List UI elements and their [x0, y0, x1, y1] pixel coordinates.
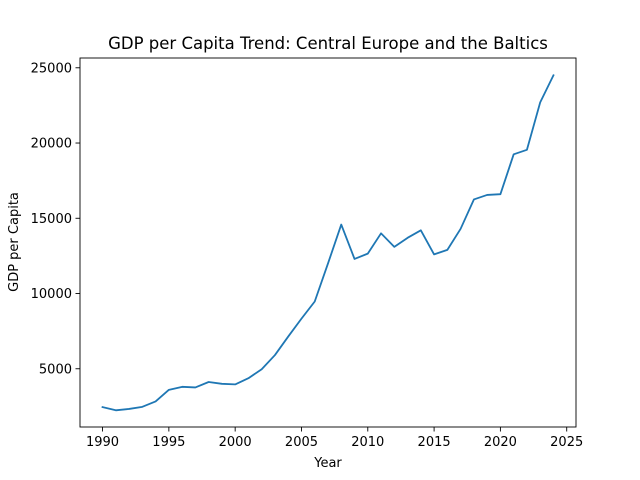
y-tick-label: 25000: [31, 61, 72, 76]
plot-frame: [79, 57, 577, 428]
x-tick-label: 1995: [152, 435, 185, 450]
x-tick-label: 2005: [285, 435, 318, 450]
y-tick-label: 5000: [39, 362, 72, 377]
series-line-0: [101, 74, 555, 412]
x-tick-label: 2020: [484, 435, 517, 450]
x-tick-label: 1990: [86, 435, 119, 450]
x-axis-label: Year: [313, 456, 342, 471]
chart-title: GDP per Capita Trend: Central Europe and…: [108, 34, 548, 53]
x-tick-label: 2000: [219, 435, 252, 450]
y-tick-label: 15000: [31, 212, 72, 227]
y-axis-label: GDP per Capita: [7, 192, 22, 292]
plot-area: 1990 1995 2000 2005 2010 2015 2020 2025 5000 1000…: [31, 57, 583, 450]
x-tick-label: 2015: [418, 435, 451, 450]
y-tick-label: 10000: [31, 287, 72, 302]
x-tick-label: 2025: [550, 435, 583, 450]
y-tick-label: 20000: [31, 137, 72, 152]
x-tick-label: 2010: [351, 435, 384, 450]
